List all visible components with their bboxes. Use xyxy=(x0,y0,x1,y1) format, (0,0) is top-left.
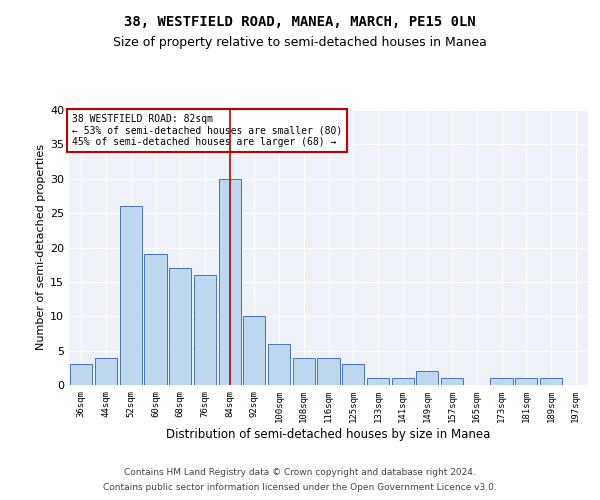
Bar xyxy=(317,358,340,385)
Bar xyxy=(145,254,167,385)
Bar xyxy=(392,378,414,385)
Text: 38 WESTFIELD ROAD: 82sqm
← 53% of semi-detached houses are smaller (80)
45% of s: 38 WESTFIELD ROAD: 82sqm ← 53% of semi-d… xyxy=(71,114,342,148)
Text: Contains HM Land Registry data © Crown copyright and database right 2024.: Contains HM Land Registry data © Crown c… xyxy=(124,468,476,477)
Bar xyxy=(367,378,389,385)
Bar xyxy=(119,206,142,385)
Bar xyxy=(342,364,364,385)
Bar xyxy=(293,358,315,385)
Bar xyxy=(194,275,216,385)
X-axis label: Distribution of semi-detached houses by size in Manea: Distribution of semi-detached houses by … xyxy=(166,428,491,440)
Bar xyxy=(95,358,117,385)
Bar xyxy=(70,364,92,385)
Text: Contains public sector information licensed under the Open Government Licence v3: Contains public sector information licen… xyxy=(103,483,497,492)
Bar xyxy=(540,378,562,385)
Text: Size of property relative to semi-detached houses in Manea: Size of property relative to semi-detach… xyxy=(113,36,487,49)
Bar xyxy=(441,378,463,385)
Bar xyxy=(490,378,512,385)
Bar xyxy=(268,344,290,385)
Bar xyxy=(243,316,265,385)
Bar xyxy=(169,268,191,385)
Bar xyxy=(515,378,538,385)
Y-axis label: Number of semi-detached properties: Number of semi-detached properties xyxy=(36,144,46,350)
Bar xyxy=(218,179,241,385)
Text: 38, WESTFIELD ROAD, MANEA, MARCH, PE15 0LN: 38, WESTFIELD ROAD, MANEA, MARCH, PE15 0… xyxy=(124,16,476,30)
Bar xyxy=(416,371,439,385)
